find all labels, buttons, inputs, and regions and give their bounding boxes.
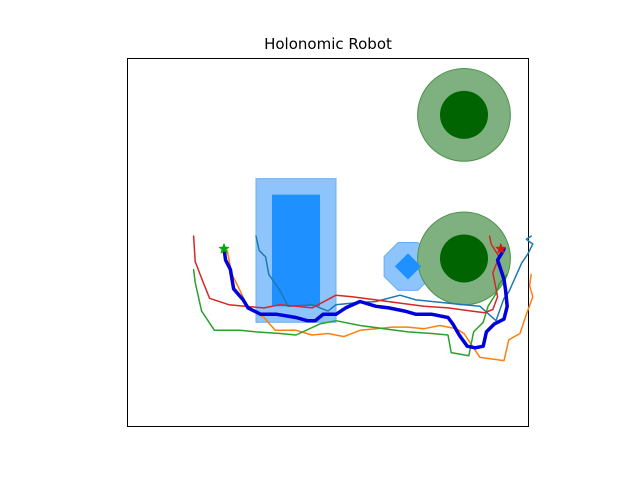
trajectories <box>192 235 534 362</box>
obstacle-cores <box>272 90 488 307</box>
trajectory-line-4 <box>192 235 500 314</box>
trajectory-line-2 <box>226 249 534 362</box>
obstacle-circle <box>440 90 488 139</box>
trajectory-line-3 <box>192 268 508 357</box>
markers <box>218 242 507 254</box>
obstacle-circle <box>440 234 488 283</box>
start-star-marker <box>218 242 230 254</box>
final-path-line <box>222 247 509 350</box>
trajectory-line-1 <box>255 235 534 322</box>
obstacle-rectangle <box>272 194 320 307</box>
obstacle-diamond <box>394 253 422 280</box>
goal-star-marker <box>494 242 507 254</box>
chart-title: Holonomic Robot <box>264 35 392 53</box>
